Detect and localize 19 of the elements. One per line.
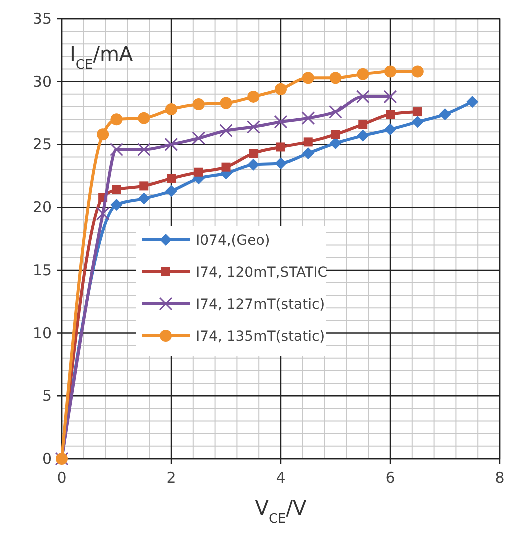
x-tick-label: 0 xyxy=(57,469,67,487)
y-tick-label: 20 xyxy=(32,198,52,217)
y-tick-label: 35 xyxy=(32,10,52,28)
y-tick-label: 15 xyxy=(32,261,52,280)
x-tick-label: 8 xyxy=(495,469,505,487)
x-tick-label: 2 xyxy=(166,469,176,487)
legend-label: I74, 135mT(static) xyxy=(196,329,326,345)
y-tick-label: 5 xyxy=(42,387,52,406)
x-tick-label: 6 xyxy=(386,469,396,487)
y-tick-label: 30 xyxy=(32,72,52,91)
x-tick-label: 4 xyxy=(276,469,286,487)
y-tick-label: 0 xyxy=(42,450,52,468)
y-tick-label: 25 xyxy=(32,136,52,154)
legend-label: I074,(Geo) xyxy=(196,233,270,249)
legend-label: I74, 127mT(static) xyxy=(196,297,326,313)
y-tick-label: 10 xyxy=(32,324,52,342)
y-axis-title: I$_{CE}$/mA xyxy=(70,42,134,72)
x-axis-title: V$_{CE}$/V xyxy=(255,496,308,526)
legend-label: I74, 120mT,STATIC xyxy=(196,265,328,281)
